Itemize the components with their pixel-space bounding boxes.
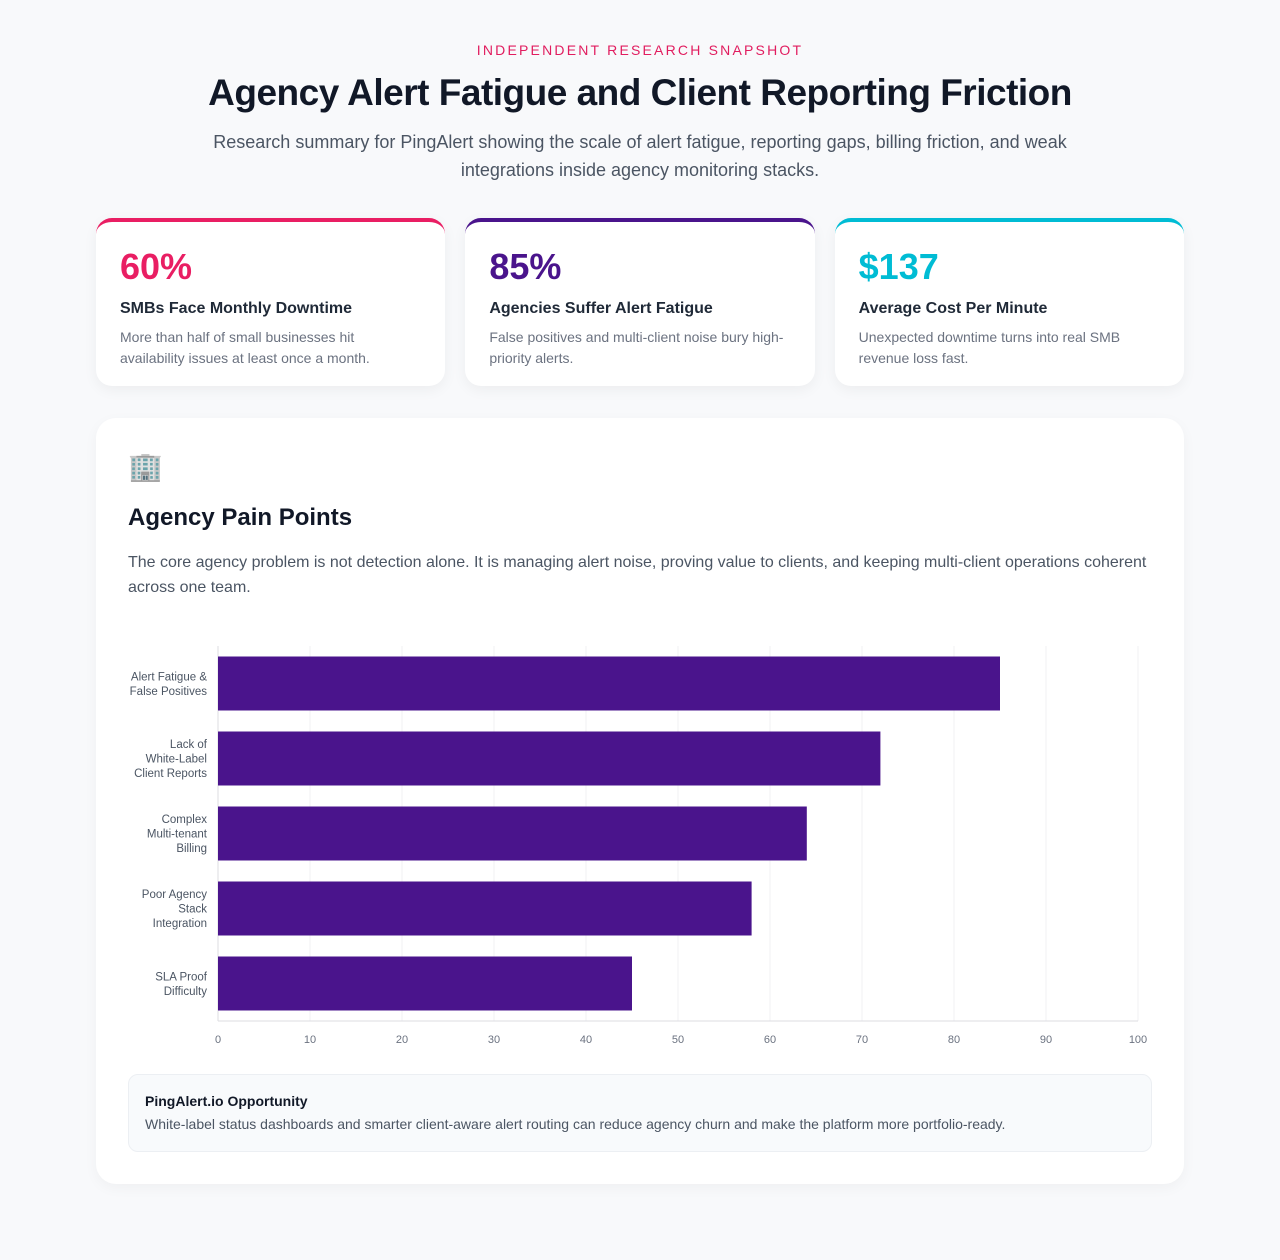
stats-row: 60% SMBs Face Monthly Downtime More than h… xyxy=(96,218,1184,386)
bar xyxy=(218,956,632,1011)
office-building-icon: 🏢 xyxy=(128,451,163,482)
eyebrow: INDEPENDENT RESEARCH SNAPSHOT xyxy=(476,42,804,58)
y-tick-label: Complex Multi-tenant Billing xyxy=(147,814,208,855)
opportunity-callout: PingAlert.io Opportunity White-label sta… xyxy=(128,1074,1152,1152)
opportunity-title: PingAlert.io Opportunity xyxy=(145,1093,308,1109)
x-tick-label: 60 xyxy=(764,1034,776,1046)
y-tick-label: Lack of White-Label Client Reports xyxy=(134,739,208,780)
section-title: Agency Pain Points xyxy=(128,504,353,531)
bar xyxy=(218,806,807,861)
y-tick-label: Alert Fatigue & False Positives xyxy=(130,671,208,698)
x-tick-label: 70 xyxy=(856,1034,868,1046)
opportunity-body: White-label status dashboards and smarte… xyxy=(145,1116,1006,1132)
x-tick-label: 80 xyxy=(948,1034,960,1046)
x-tick-label: 30 xyxy=(488,1034,500,1046)
stat-value: 60% xyxy=(120,246,193,287)
x-tick-label: 100 xyxy=(1129,1034,1147,1046)
stat-title: SMBs Face Monthly Downtime xyxy=(120,300,353,317)
x-tick-label: 20 xyxy=(396,1034,408,1046)
pain-points-card: 🏢 Agency Pain Points The core agency pro… xyxy=(96,418,1184,1184)
stat-title: Agencies Suffer Alert Fatigue xyxy=(489,300,713,317)
section-desc: The core agency problem is not detection… xyxy=(128,554,1147,596)
bar xyxy=(218,656,1000,711)
pain-points-chart: 0 10 20 30 40 50 60 70 80 90 100 Alert Fatigue & Fal… xyxy=(130,646,1147,1046)
stat-value: $137 xyxy=(858,246,939,287)
x-tick-label: 50 xyxy=(672,1034,684,1046)
stat-desc: Unexpected downtime turns into real SMB … xyxy=(858,329,1121,366)
stat-value: 85% xyxy=(489,246,562,287)
y-tick-label: SLA Proof Difficulty xyxy=(155,971,208,998)
x-tick-label: 40 xyxy=(580,1034,592,1046)
page-title: Agency Alert Fatigue and Client Reportin… xyxy=(208,72,1072,113)
stat-card: 60% SMBs Face Monthly Downtime More than h… xyxy=(96,218,446,386)
stat-desc: False positives and multi-client noise b… xyxy=(489,329,784,366)
stat-card: $137 Average Cost Per Minute Unexpected do… xyxy=(834,218,1184,386)
bar xyxy=(218,881,752,936)
x-tick-label: 0 xyxy=(215,1034,221,1046)
x-tick-label: 90 xyxy=(1040,1034,1052,1046)
bar xyxy=(218,731,881,786)
stat-title: Average Cost Per Minute xyxy=(858,300,1048,317)
stat-desc: More than half of small businesses hit a… xyxy=(120,329,370,366)
x-tick-label: 10 xyxy=(304,1034,316,1046)
stat-card: 85% Agencies Suffer Alert Fatigue False po… xyxy=(465,218,815,386)
page-subtitle: Research summary for PingAlert showing t… xyxy=(213,132,1067,180)
y-tick-label: Poor Agency Stack Integration xyxy=(142,889,207,930)
